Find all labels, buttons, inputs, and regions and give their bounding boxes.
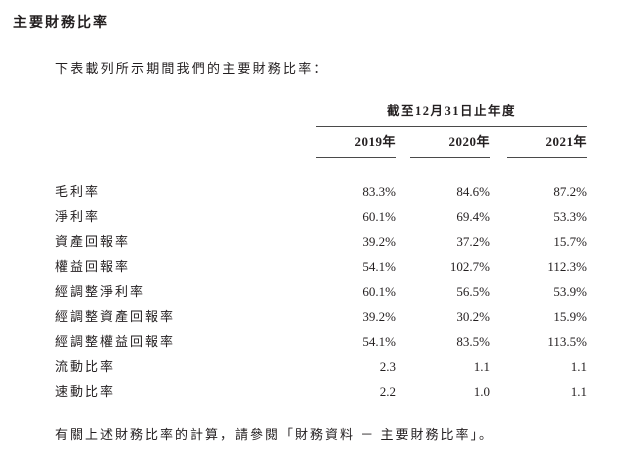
row-value-2021: 53.3% xyxy=(553,209,587,224)
column-header-spacer xyxy=(55,131,316,158)
row-value-2020: 83.5% xyxy=(456,334,490,349)
table-row: 經調整資產回報率 39.2% 30.2% 15.9% xyxy=(55,304,587,329)
row-value-2019: 83.3% xyxy=(362,184,396,199)
row-value-2019: 60.1% xyxy=(362,284,396,299)
row-value-2021: 1.1 xyxy=(570,384,587,399)
row-value-2021: 1.1 xyxy=(570,359,587,374)
row-label: 速動比率 xyxy=(55,384,116,399)
row-value-2020: 84.6% xyxy=(456,184,490,199)
row-value-2019: 54.1% xyxy=(362,259,396,274)
row-value-2019: 54.1% xyxy=(362,334,396,349)
row-value-2019: 2.3 xyxy=(379,359,396,374)
table-body: 毛利率 83.3% 84.6% 87.2% 淨利率 60.1% 69.4% 53… xyxy=(55,179,587,404)
row-value-2020: 1.0 xyxy=(473,384,490,399)
row-value-2021: 15.9% xyxy=(553,309,587,324)
table-row: 權益回報率 54.1% 102.7% 112.3% xyxy=(55,254,587,279)
table-row: 資產回報率 39.2% 37.2% 15.7% xyxy=(55,229,587,254)
row-value-2019: 39.2% xyxy=(362,309,396,324)
row-value-2019: 60.1% xyxy=(362,209,396,224)
row-label: 資產回報率 xyxy=(55,234,131,249)
row-label: 權益回報率 xyxy=(55,259,131,274)
column-header-2021: 2021年 xyxy=(507,131,587,158)
table-row: 經調整權益回報率 54.1% 83.5% 113.5% xyxy=(55,329,587,354)
intro-text: 下表載列所示期間我們的主要財務比率： xyxy=(55,61,329,76)
row-value-2020: 1.1 xyxy=(473,359,490,374)
table-row: 淨利率 60.1% 69.4% 53.3% xyxy=(55,204,587,229)
row-value-2021: 87.2% xyxy=(553,184,587,199)
row-value-2020: 56.5% xyxy=(456,284,490,299)
row-value-2019: 2.2 xyxy=(379,384,396,399)
table-column-headers: 2019年 2020年 2021年 xyxy=(55,131,587,158)
row-label: 毛利率 xyxy=(55,184,101,199)
row-value-2021: 113.5% xyxy=(547,334,587,349)
row-value-2020: 37.2% xyxy=(456,234,490,249)
row-value-2020: 30.2% xyxy=(456,309,490,324)
table-row: 經調整淨利率 60.1% 56.5% 53.9% xyxy=(55,279,587,304)
row-value-2020: 102.7% xyxy=(449,259,490,274)
row-value-2021: 112.3% xyxy=(547,259,587,274)
financial-ratios-table: 截至12月31日止年度 2019年 2020年 2021年 毛利率 83.3% … xyxy=(55,102,587,404)
row-value-2021: 15.7% xyxy=(553,234,587,249)
row-label: 經調整淨利率 xyxy=(55,284,146,299)
row-value-2021: 53.9% xyxy=(553,284,587,299)
table-span-header: 截至12月31日止年度 xyxy=(316,102,587,127)
table-row: 流動比率 2.3 1.1 1.1 xyxy=(55,354,587,379)
row-value-2019: 39.2% xyxy=(362,234,396,249)
page-title: 主要財務比率 xyxy=(13,16,109,31)
footer-note: 有關上述財務比率的計算，請參閱「財務資料 － 主要財務比率」。 xyxy=(55,427,495,442)
table-row: 毛利率 83.3% 84.6% 87.2% xyxy=(55,179,587,204)
table-row: 速動比率 2.2 1.0 1.1 xyxy=(55,379,587,404)
column-header-2019: 2019年 xyxy=(316,131,396,158)
row-label: 經調整權益回報率 xyxy=(55,334,176,349)
row-label: 經調整資產回報率 xyxy=(55,309,176,324)
row-label: 流動比率 xyxy=(55,359,116,374)
row-value-2020: 69.4% xyxy=(456,209,490,224)
row-label: 淨利率 xyxy=(55,209,101,224)
column-header-2020: 2020年 xyxy=(410,131,490,158)
